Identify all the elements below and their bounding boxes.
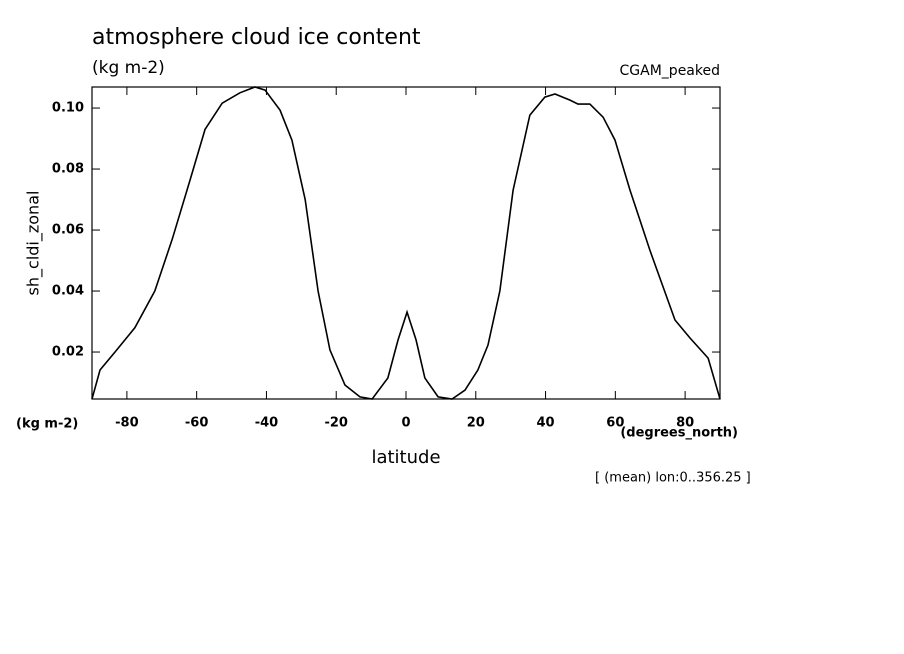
dataset-label: CGAM_peaked	[620, 63, 720, 79]
x-tick-label: -40	[255, 416, 279, 431]
x-axis-label: latitude	[371, 447, 440, 468]
y-tick-label: 0.02	[52, 345, 84, 360]
x-tick-label: 0	[401, 416, 410, 431]
x-tick-label: -20	[324, 416, 348, 431]
chart-title: atmosphere cloud ice content	[92, 25, 421, 50]
plot-frame	[91, 86, 721, 400]
y-units: (kg m-2)	[16, 417, 78, 432]
y-tick-label: 0.10	[52, 101, 84, 116]
x-tick-label: 60	[606, 416, 624, 431]
chart-subtitle: (kg m-2)	[92, 58, 165, 78]
x-tick-label: 20	[467, 416, 485, 431]
y-tick-label: 0.08	[52, 162, 84, 177]
x-tick-label: -60	[185, 416, 209, 431]
data-line	[91, 86, 721, 400]
x-units: (degrees_north)	[620, 426, 738, 441]
x-tick-label: 80	[676, 416, 694, 431]
y-tick-label: 0.04	[52, 284, 84, 299]
x-tick-label: 40	[537, 416, 555, 431]
y-axis-label: sh_cldi_zonal	[24, 191, 44, 296]
x-tick-label: -80	[115, 416, 139, 431]
y-tick-label: 0.06	[52, 223, 84, 238]
footnote: [ (mean) lon:0..356.25 ]	[595, 471, 751, 486]
